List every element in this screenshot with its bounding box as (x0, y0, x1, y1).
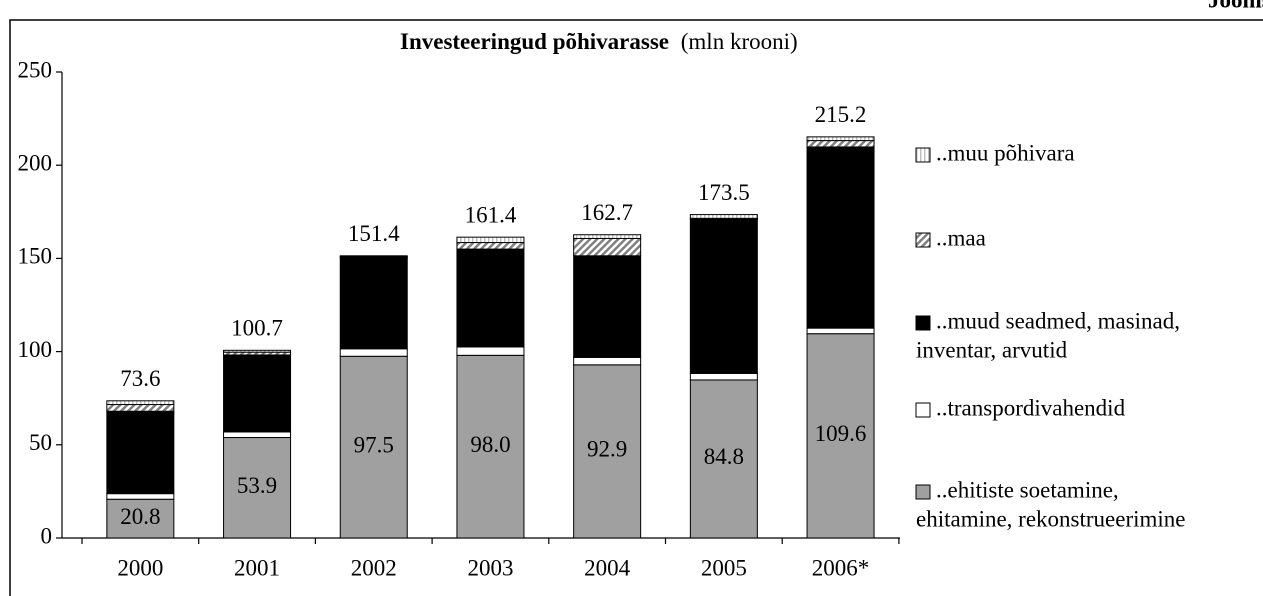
x-tick-label: 2002 (351, 555, 397, 580)
legend-swatch (915, 147, 931, 163)
chart-frame (9, 19, 1263, 596)
bar-segment (806, 140, 875, 148)
data-label: 92.9 (587, 437, 627, 462)
bar-segment (339, 255, 408, 258)
data-label: 97.5 (354, 432, 394, 457)
title-unit: (mln krooni) (681, 29, 798, 54)
total-label: 100.7 (231, 316, 283, 341)
data-label: 54.5 (587, 292, 627, 317)
bar-segment (573, 364, 642, 539)
bar-segment (106, 498, 175, 539)
legend-swatch (915, 484, 931, 500)
x-tick-label: 2004 (584, 555, 631, 580)
legend-label: ..transpordivahendid (936, 395, 1126, 420)
bar-segment (106, 493, 175, 500)
bar-segment (106, 404, 175, 412)
data-label: 84.8 (704, 444, 744, 469)
bar-segment (689, 379, 758, 539)
total-label: 215.2 (815, 102, 867, 127)
data-label: 97.2 (820, 223, 860, 248)
bar-segment (806, 146, 875, 329)
title-main: Investeeringud põhivarasse (400, 29, 669, 54)
legend-swatch (915, 402, 931, 418)
data-label: 52.5 (470, 283, 510, 308)
y-tick-label: 50 (29, 430, 52, 455)
data-label: 48.9 (354, 289, 394, 314)
y-tick-label: 100 (18, 337, 53, 362)
total-label: 161.4 (465, 202, 517, 227)
x-tick-label: 2001 (234, 555, 280, 580)
x-tick-label: 2003 (467, 555, 513, 580)
x-tick-label: 2000 (117, 555, 163, 580)
data-label: 41.3 (237, 379, 277, 404)
legend-label: ..muu põhivara (936, 140, 1075, 165)
bar-segment (689, 372, 758, 381)
bar-segment (456, 236, 525, 244)
chart-title: Investeeringud põhivarasse (mln krooni) (400, 29, 798, 54)
y-tick-label: 150 (18, 244, 53, 269)
data-label: 82.6 (704, 282, 744, 307)
bar-segment (806, 136, 875, 142)
bar-segment (806, 333, 875, 539)
data-label: 109.6 (815, 421, 867, 446)
bar-segment (573, 255, 642, 358)
bar-segment (106, 410, 175, 495)
x-tick-label: 2006* (812, 555, 870, 580)
y-tick-label: 0 (41, 523, 53, 548)
bar-segment (339, 257, 408, 350)
figure-label: Joonis 6 (1208, 0, 1263, 12)
bar-segment (573, 237, 642, 257)
bar-segment (689, 218, 758, 374)
x-tick-label: 2005 (701, 555, 747, 580)
data-label: 20.8 (120, 504, 160, 529)
legend-label: ..muud seadmed, masinad, (936, 308, 1180, 333)
bar-segment (573, 234, 642, 239)
bar-segment (106, 400, 175, 406)
legend-swatch (915, 315, 931, 331)
data-label: 53.9 (237, 473, 277, 498)
bar-segment (806, 327, 875, 335)
legend-label: ..maa (936, 225, 986, 250)
bar-segment (689, 214, 758, 219)
y-tick-label: 200 (18, 150, 53, 175)
bar-segment (223, 349, 292, 353)
data-label: 98.0 (470, 432, 510, 457)
data-label: 44.2 (120, 438, 160, 463)
bar-segment (456, 354, 525, 539)
total-label: 151.4 (348, 221, 400, 246)
bar-segment (456, 248, 525, 348)
bar-segment (223, 437, 292, 539)
total-label: 173.5 (698, 180, 750, 205)
legend-label: ..ehitiste soetamine, (936, 477, 1119, 502)
bar-segment (573, 356, 642, 366)
bar-segment (223, 431, 292, 439)
bar-segment (456, 346, 525, 356)
y-tick-label: 250 (18, 57, 53, 82)
bar-segment (339, 355, 408, 539)
bar-segment (339, 348, 408, 357)
legend-label: inventar, arvutid (916, 337, 1068, 362)
total-label: 73.6 (120, 366, 160, 391)
bar-segment (456, 242, 525, 250)
legend-label: ehitamine, rekonstrueerimine (916, 506, 1186, 531)
total-label: 162.7 (581, 200, 633, 225)
legend-swatch (915, 232, 931, 248)
